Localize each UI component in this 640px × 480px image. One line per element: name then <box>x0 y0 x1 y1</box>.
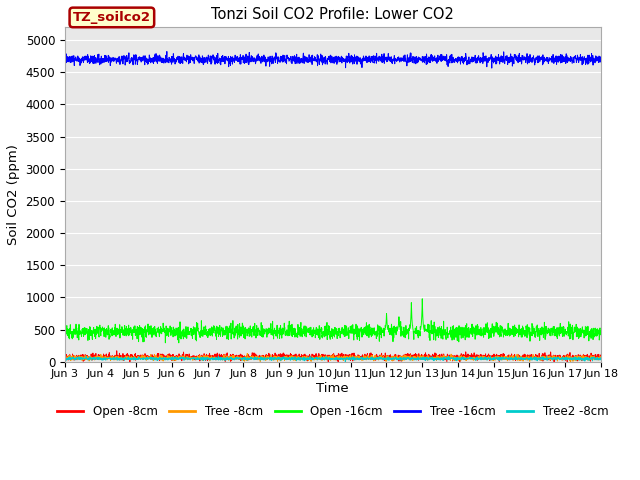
X-axis label: Time: Time <box>317 382 349 395</box>
Tree2 -8cm <box>61 355 68 360</box>
Open -8cm <box>597 353 605 359</box>
Open -8cm <box>211 353 219 359</box>
Open -16cm <box>348 330 356 336</box>
Open -8cm <box>126 359 134 365</box>
Tree -8cm <box>597 356 605 361</box>
Open -8cm <box>550 353 557 359</box>
Tree2 -8cm <box>211 357 218 362</box>
Tree -16cm <box>489 58 497 63</box>
Tree2 -8cm <box>597 355 605 360</box>
Open -8cm <box>349 355 356 360</box>
Tree -16cm <box>348 53 356 59</box>
Line: Tree -8cm: Tree -8cm <box>65 353 601 361</box>
Tree -8cm <box>243 350 251 356</box>
Title: Tonzi Soil CO2 Profile: Lower CO2: Tonzi Soil CO2 Profile: Lower CO2 <box>211 7 454 22</box>
Tree2 -8cm <box>550 356 557 361</box>
Tree2 -8cm <box>565 355 573 361</box>
Tree -8cm <box>550 353 557 359</box>
Tree -8cm <box>489 356 497 362</box>
Tree -8cm <box>61 356 68 362</box>
Line: Tree -16cm: Tree -16cm <box>65 51 601 68</box>
Tree -8cm <box>348 354 356 360</box>
Tree2 -8cm <box>360 356 368 361</box>
Tree -8cm <box>360 353 368 359</box>
Open -8cm <box>113 348 120 354</box>
Tree -8cm <box>564 355 572 361</box>
Tree -8cm <box>211 354 218 360</box>
Tree -16cm <box>61 55 68 61</box>
Line: Tree2 -8cm: Tree2 -8cm <box>65 356 601 361</box>
Tree -16cm <box>488 65 495 71</box>
Open -16cm <box>61 329 68 335</box>
Tree -8cm <box>567 359 575 364</box>
Open -16cm <box>175 340 182 346</box>
Open -8cm <box>489 356 497 361</box>
Tree -16cm <box>565 57 573 62</box>
Tree2 -8cm <box>342 359 349 364</box>
Tree -16cm <box>597 58 605 64</box>
Open -16cm <box>419 296 426 301</box>
Text: TZ_soilco2: TZ_soilco2 <box>73 11 151 24</box>
Legend: Open -8cm, Tree -8cm, Open -16cm, Tree -16cm, Tree2 -8cm: Open -8cm, Tree -8cm, Open -16cm, Tree -… <box>52 400 613 423</box>
Tree -16cm <box>360 55 368 60</box>
Open -8cm <box>61 353 68 359</box>
Open -8cm <box>565 353 573 359</box>
Open -8cm <box>360 355 368 361</box>
Tree -16cm <box>550 60 557 66</box>
Line: Open -16cm: Open -16cm <box>65 299 601 343</box>
Y-axis label: Soil CO2 (ppm): Soil CO2 (ppm) <box>7 144 20 245</box>
Open -16cm <box>565 319 573 324</box>
Open -16cm <box>489 328 497 334</box>
Tree -16cm <box>163 48 171 54</box>
Tree -16cm <box>211 58 218 64</box>
Open -16cm <box>360 331 368 336</box>
Tree2 -8cm <box>489 357 497 362</box>
Tree2 -8cm <box>83 353 90 359</box>
Open -16cm <box>550 330 557 336</box>
Line: Open -8cm: Open -8cm <box>65 351 601 362</box>
Open -16cm <box>211 324 218 329</box>
Tree2 -8cm <box>349 357 356 362</box>
Open -16cm <box>597 328 605 334</box>
